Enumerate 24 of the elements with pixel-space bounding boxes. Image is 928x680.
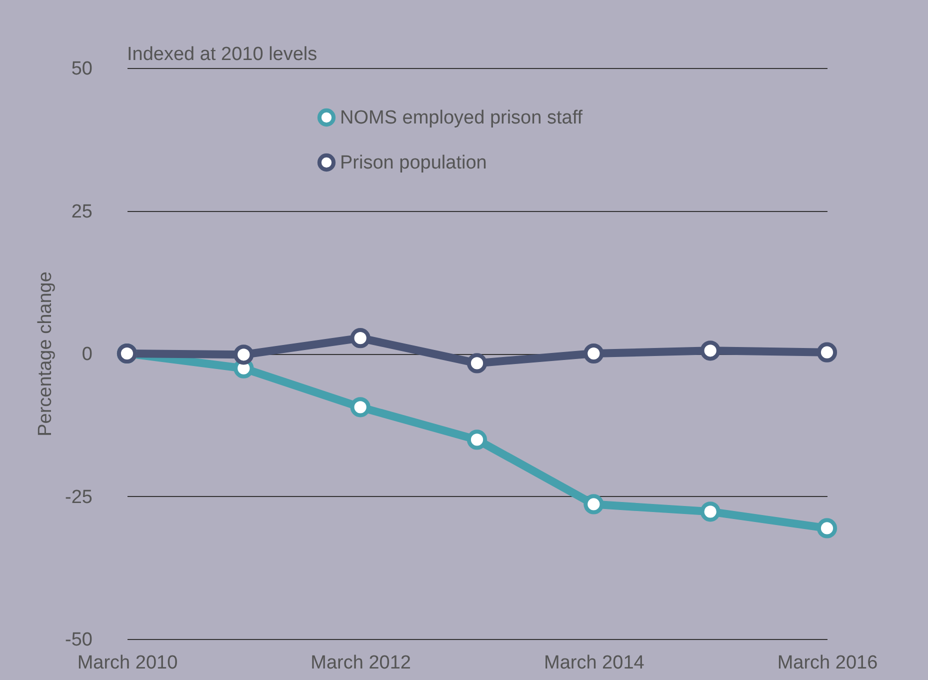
x-tick-label: March 2016 <box>777 652 878 674</box>
y-axis-title: Percentage change <box>35 272 56 436</box>
point <box>234 344 254 365</box>
point <box>816 518 838 538</box>
point <box>466 430 488 450</box>
x-tick-label: March 2012 <box>310 652 412 674</box>
point <box>466 353 488 374</box>
y-tick-label: 50 <box>71 58 92 80</box>
legend-label: Prison population <box>340 152 487 174</box>
point <box>700 502 720 522</box>
y-tick-label: 0 <box>82 344 92 365</box>
point <box>584 343 604 364</box>
y-tick-label: -25 <box>65 486 92 508</box>
point <box>584 494 604 514</box>
legend-label: NOMS employed prison staff <box>340 108 584 128</box>
point <box>350 328 370 348</box>
text: Indexed at 2010 levels <box>127 44 318 65</box>
y-tick-label: 25 <box>71 201 92 222</box>
point <box>700 340 720 361</box>
point <box>816 342 838 362</box>
point <box>350 397 370 418</box>
x-tick-label: March 2010 <box>77 652 178 674</box>
y-tick-label: -50 <box>65 630 92 650</box>
x-tick-label: March 2014 <box>544 652 645 674</box>
